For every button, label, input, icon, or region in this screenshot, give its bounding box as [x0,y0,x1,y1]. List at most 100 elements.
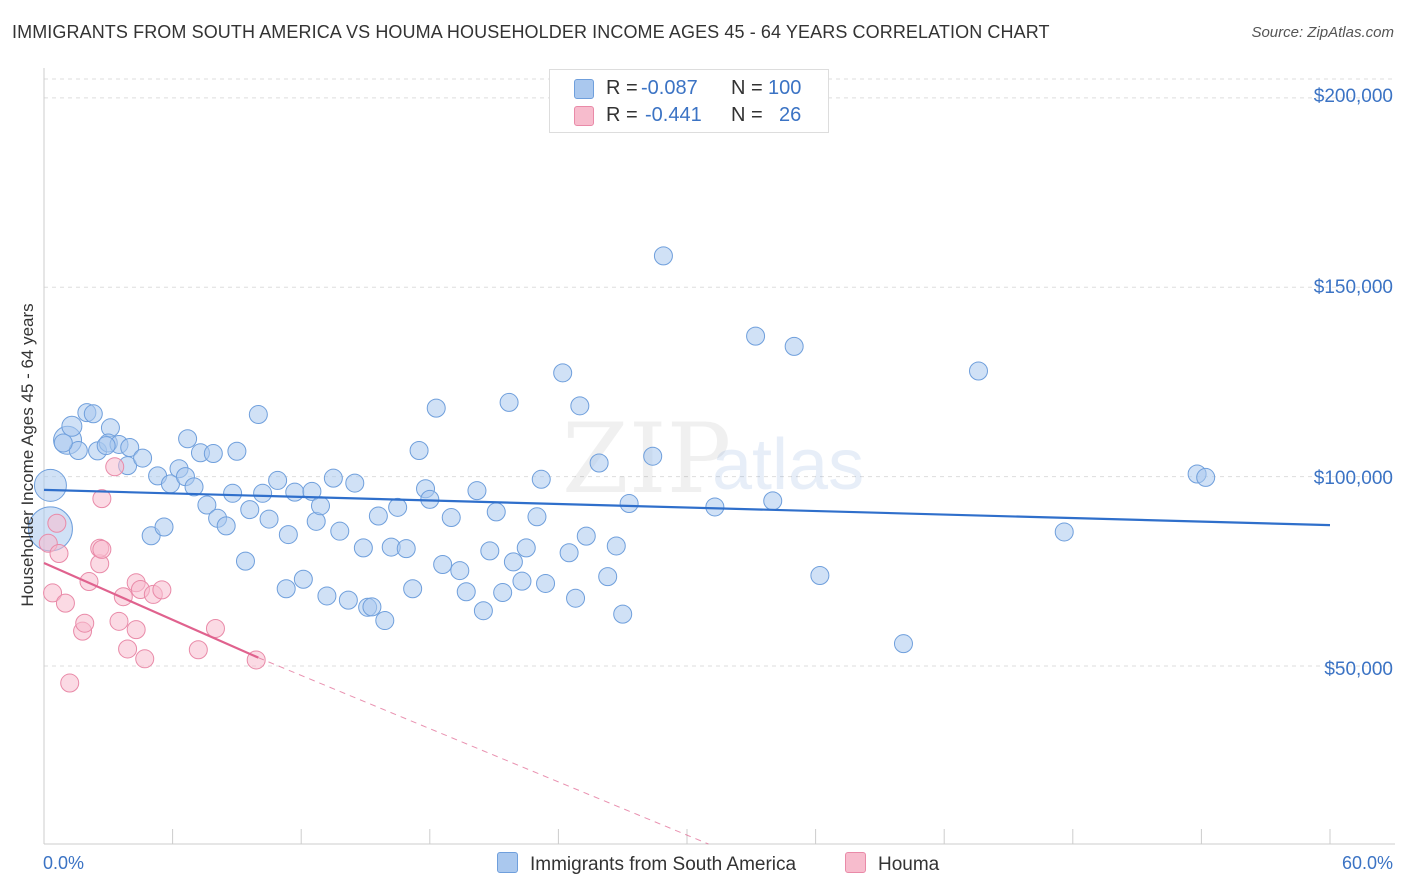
data-point-south-america [531,469,551,489]
data-point-south-america [396,539,416,559]
data-point-south-america [197,495,217,515]
data-point-south-america [235,551,255,571]
data-point-south-america [403,579,423,599]
legend-swatch-blue [497,852,518,873]
data-point-south-america [317,586,337,606]
data-point-south-america [810,565,830,585]
legend-n-label: N = [731,77,763,99]
data-point-south-america [968,361,988,381]
legend-item-south-america: Immigrants from South America [497,852,796,876]
data-point-south-america [503,552,523,572]
data-point-south-america [276,579,296,599]
legend-swatch-pink [845,852,866,873]
data-point-south-america [570,396,590,416]
data-point-south-america [499,392,519,412]
legend-swatch-blue [574,79,594,99]
data-point-south-america [486,502,506,522]
data-point-houma [152,580,172,600]
data-point-south-america [375,611,395,631]
legend-r-label: R = [606,77,638,99]
data-point-south-america [559,543,579,563]
x-tick-label-max: 60.0% [1341,853,1393,873]
data-point-south-america [248,405,268,425]
data-point-south-america [259,509,279,529]
data-point-south-america [536,573,556,593]
data-point-houma [47,513,67,533]
data-point-south-america [33,468,67,502]
data-point-south-america [705,497,725,517]
data-point-south-america [353,538,373,558]
data-point-south-america [368,506,388,526]
legend-n-value: 100 [768,77,802,99]
data-point-south-america [61,415,83,437]
data-point-south-america [480,541,500,561]
data-point-south-america [441,508,461,528]
data-point-south-america [613,604,633,624]
trend-line-houma-extrapolated [258,657,709,845]
data-point-south-america [643,446,663,466]
data-point-south-america [589,453,609,473]
data-point-south-america [527,507,547,527]
data-point-south-america [467,481,487,501]
data-point-south-america [362,597,382,617]
y-tick-label: $100,000 [1313,468,1393,489]
legend-r-label: R = [606,104,638,126]
watermark: ZIP atlas [562,403,864,515]
data-point-south-america [240,500,260,520]
data-point-south-america [493,583,513,603]
data-point-houma [43,583,63,603]
data-point-houma [92,539,112,559]
data-point-south-america [512,571,532,591]
data-point-south-america [473,601,493,621]
data-point-south-america [227,441,247,461]
data-point-south-america [203,444,223,464]
data-point-south-america [516,538,536,558]
data-point-south-america [746,326,766,346]
data-point-south-america [96,436,116,456]
y-tick-label: $50,000 [1324,659,1393,680]
series-houma-points [38,457,266,693]
data-point-south-america [1196,467,1216,487]
source-credit: Source: ZipAtlas.com [1251,24,1394,41]
data-point-south-america [133,448,153,468]
data-point-houma [126,620,146,640]
data-point-south-america [302,481,322,501]
y-axis-label: Householder Income Ages 45 - 64 years [18,303,37,607]
data-point-south-america [763,491,783,511]
legend-swatch-pink [574,106,594,126]
axes [43,68,1395,845]
data-point-south-america [253,483,273,503]
x-tick-label-min: 0.0% [43,853,85,873]
legend-item-houma: Houma [845,852,939,876]
data-point-south-america [323,468,343,488]
y-tick-label: $150,000 [1313,277,1393,298]
data-point-houma [55,593,75,613]
data-point-south-america [456,582,476,602]
gridlines [44,78,1395,667]
data-point-houma [105,457,125,477]
correlation-legend: R = -0.087 N = 100 R = -0.441 N = 26 [549,69,829,133]
data-point-south-america [178,429,198,449]
data-point-south-america [388,497,408,517]
data-point-houma [109,611,129,631]
data-point-south-america [619,494,639,514]
data-point-south-america [409,441,429,461]
data-point-south-america [216,516,236,536]
legend-r-value: -0.441 [645,104,702,126]
data-point-houma [205,619,225,639]
data-point-south-america [310,496,330,516]
trend-line-south-america [43,488,1331,527]
data-point-south-america [223,483,243,503]
data-point-south-america [278,525,298,545]
data-point-south-america [285,482,305,502]
legend-n-label: N = [731,104,763,126]
data-point-south-america [268,470,288,490]
chart-title: IMMIGRANTS FROM SOUTH AMERICA VS HOUMA H… [12,22,1050,42]
data-point-south-america [1054,522,1074,542]
data-point-south-america [433,555,453,575]
data-point-houma [79,572,99,592]
data-point-houma [92,489,112,509]
data-point-south-america [598,567,618,587]
trend-lines [43,488,1331,845]
